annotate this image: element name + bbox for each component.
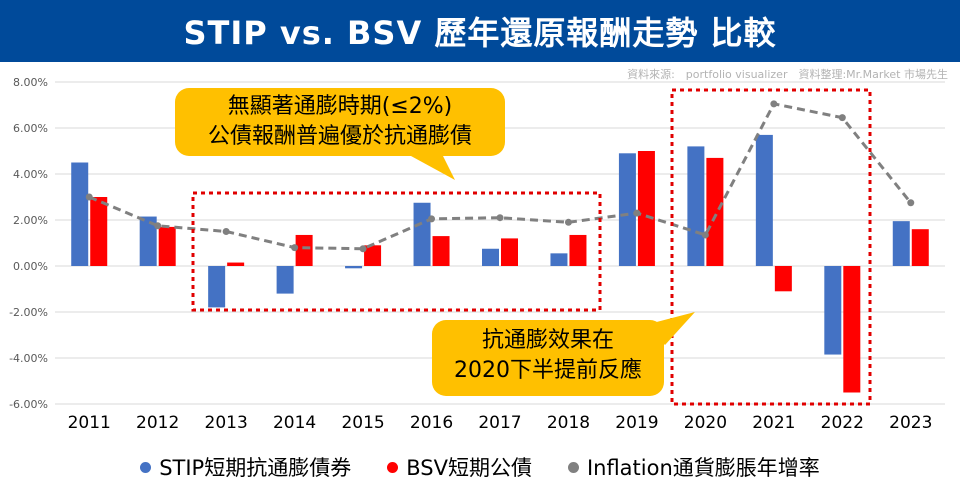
bar-stip	[824, 266, 842, 355]
callout-low-inflation: 無顯著通膨時期(≤2%) 公債報酬普遍優於抗通膨債	[175, 88, 505, 156]
inflation-point	[907, 199, 915, 207]
legend-bsv-label: BSV短期公債	[406, 456, 532, 480]
legend-item-inflation: Inflation通貨膨脹年增率	[567, 452, 820, 482]
x-tick-label: 2017	[478, 413, 521, 433]
bars	[71, 134, 929, 393]
chart-title: STIP vs. BSV 歷年還原報酬走勢 比較	[183, 14, 777, 52]
x-tick-label: 2019	[615, 413, 658, 433]
bar-stip	[139, 216, 157, 266]
bar-stip	[482, 248, 499, 266]
bar-bsv	[774, 266, 792, 292]
inflation-point	[633, 209, 641, 217]
y-tick-label: 8.00%	[13, 76, 48, 89]
bar-bsv	[364, 245, 382, 266]
inflation-point	[428, 215, 436, 223]
inflation-point	[222, 228, 230, 235]
y-tick-label: 0.00%	[13, 260, 48, 273]
x-tick-label: 2022	[821, 413, 864, 433]
bar-bsv	[227, 262, 245, 266]
highlight-box-2020-2022	[670, 88, 872, 406]
y-tick-label: -4.00%	[9, 352, 48, 365]
bar-bsv	[158, 226, 176, 266]
bar-bsv	[637, 151, 655, 266]
x-axis-ticks: 2011 2012 2013 2014 2015 2016 2017 2018 2019 2020…	[68, 413, 933, 433]
y-tick-label: 4.00%	[13, 168, 48, 181]
bar-bsv	[432, 236, 450, 266]
x-tick-label: 2013	[205, 413, 248, 433]
x-tick-label: 2016	[410, 413, 453, 433]
inflation-point	[564, 218, 572, 226]
inflation-point	[85, 193, 93, 201]
bar-bsv	[90, 197, 108, 266]
inflation-point	[359, 245, 367, 253]
legend-inflation-label: Inflation通貨膨脹年增率	[586, 456, 820, 480]
callout-low-inflation-line2: 公債報酬普遍優於抗通膨債	[207, 124, 472, 149]
callout-inflation-effect-line1: 抗通膨效果在	[481, 328, 614, 353]
x-tick-label: 2018	[547, 413, 590, 433]
bar-stip	[208, 266, 226, 308]
bar-stip	[71, 162, 89, 266]
inflation-point	[838, 114, 846, 122]
bar-stip	[687, 146, 705, 266]
x-tick-label: 2023	[889, 413, 932, 433]
inflation-point	[770, 100, 778, 108]
highlight-boxes	[191, 88, 872, 406]
inflation-point	[154, 222, 162, 230]
bar-bsv	[911, 229, 929, 266]
bar-stip	[550, 253, 568, 266]
bar-bsv	[501, 238, 518, 266]
x-tick-label: 2015	[341, 413, 384, 433]
y-tick-label: -2.00%	[9, 306, 48, 319]
callout-inflation-effect-line2: 2020下半提前反應	[454, 358, 642, 383]
callout-low-inflation-line1: 無顯著通膨時期(≤2%)	[227, 94, 453, 119]
highlight-box-2013-2018	[191, 191, 602, 312]
legend-bsv-marker	[387, 461, 399, 473]
inflation-line	[85, 100, 915, 253]
bar-stip	[413, 202, 431, 266]
inflation-point	[701, 231, 709, 239]
y-axis-ticks: 8.00% 6.00% 4.00% 2.00% 0.00% -2.00% -4.00% -6.…	[9, 76, 48, 411]
bar-stip	[755, 134, 773, 266]
x-tick-label: 2014	[273, 413, 316, 433]
bar-stip	[276, 266, 294, 294]
x-tick-label: 2012	[136, 413, 179, 433]
y-tick-label: -6.00%	[9, 398, 48, 411]
source-note: 資料來源: portfolio visualizer 資料整理:Mr.Marke…	[627, 68, 948, 81]
bar-bsv	[569, 234, 587, 266]
bar-stip	[892, 221, 910, 266]
x-tick-label: 2020	[684, 413, 727, 433]
bar-stip	[618, 153, 636, 266]
legend: STIP短期抗通膨債券 BSV短期公債 Inflation通貨膨脹年增率	[0, 452, 960, 482]
legend-item-stip: STIP短期抗通膨債券	[140, 452, 351, 482]
y-tick-label: 6.00%	[13, 122, 48, 135]
legend-item-bsv: BSV短期公債	[387, 452, 532, 482]
y-tick-label: 2.00%	[13, 214, 48, 227]
title-bar: STIP vs. BSV 歷年還原報酬走勢 比較	[0, 0, 960, 62]
bar-bsv	[706, 157, 724, 266]
x-tick-label: 2021	[752, 413, 795, 433]
legend-stip-label: STIP短期抗通膨債券	[159, 456, 352, 480]
inflation-point	[496, 214, 504, 222]
legend-inflation-marker	[567, 461, 579, 473]
legend-stip-marker	[140, 461, 152, 473]
bar-bsv	[295, 234, 313, 266]
callout-inflation-effect: 抗通膨效果在 2020下半提前反應	[432, 320, 664, 396]
bar-bsv	[843, 266, 861, 393]
x-tick-label: 2011	[68, 413, 111, 433]
inflation-point	[291, 244, 299, 252]
bar-stip	[345, 266, 363, 269]
